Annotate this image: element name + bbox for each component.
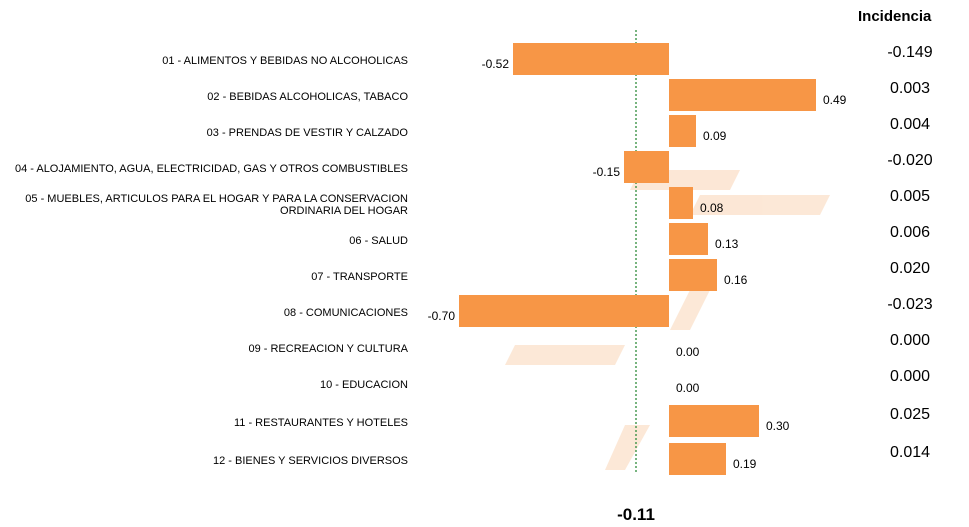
bar bbox=[669, 187, 693, 219]
incidence-value: 0.004 bbox=[889, 116, 931, 133]
bar bbox=[459, 295, 669, 327]
incidence-header: Incidencia bbox=[858, 8, 932, 25]
category-label: 05 - MUEBLES, ARTICULOS PARA EL HOGAR Y … bbox=[25, 193, 408, 217]
incidence-value: 0.005 bbox=[889, 188, 931, 205]
bar bbox=[669, 443, 726, 475]
value-label: 0.09 bbox=[703, 129, 727, 143]
category-label: 12 - BIENES Y SERVICIOS DIVERSOS bbox=[212, 455, 408, 467]
incidence-value: 0.000 bbox=[889, 368, 931, 385]
value-label: 0.49 bbox=[823, 93, 847, 107]
bar bbox=[513, 43, 669, 75]
category-label: 02 - BEBIDAS ALCOHOLICAS, TABACO bbox=[207, 91, 408, 103]
incidence-value: 0.003 bbox=[889, 80, 931, 97]
category-label: 06 - SALUD bbox=[349, 235, 408, 247]
category-label: 08 - COMUNICACIONES bbox=[283, 307, 408, 319]
category-label: 01 - ALIMENTOS Y BEBIDAS NO ALCOHOLICAS bbox=[162, 55, 408, 67]
incidence-value: -0.023 bbox=[887, 296, 933, 313]
category-label: 07 - TRANSPORTE bbox=[311, 271, 408, 283]
watermark bbox=[505, 170, 830, 470]
category-label: 09 - RECREACION Y CULTURA bbox=[248, 343, 408, 355]
bar bbox=[624, 151, 669, 183]
value-label: 0.00 bbox=[676, 381, 700, 395]
bar bbox=[669, 405, 759, 437]
incidence-value: 0.025 bbox=[889, 406, 931, 423]
category-label: 10 - EDUCACION bbox=[319, 379, 408, 391]
category-label: 11 - RESTAURANTES Y HOTELES bbox=[233, 417, 408, 429]
category-label: 04 - ALOJAMIENTO, AGUA, ELECTRICIDAD, GA… bbox=[14, 163, 408, 175]
bar bbox=[669, 115, 696, 147]
bar bbox=[669, 223, 708, 255]
bar bbox=[669, 259, 717, 291]
value-label: 0.13 bbox=[715, 237, 739, 251]
value-label: 0.00 bbox=[676, 345, 700, 359]
value-label: 0.08 bbox=[700, 201, 724, 215]
value-label: -0.15 bbox=[593, 165, 621, 179]
value-label: 0.16 bbox=[724, 273, 748, 287]
value-label: 0.30 bbox=[766, 419, 790, 433]
category-label: 03 - PRENDAS DE VESTIR Y CALZADO bbox=[206, 127, 408, 139]
incidence-value: -0.149 bbox=[887, 44, 933, 61]
incidence-value: 0.020 bbox=[889, 260, 931, 277]
value-label: -0.52 bbox=[482, 57, 510, 71]
value-label: 0.19 bbox=[733, 457, 757, 471]
reference-label: -0.11 bbox=[617, 505, 655, 524]
incidence-value: -0.020 bbox=[887, 152, 933, 169]
incidence-value: 0.000 bbox=[889, 332, 931, 349]
value-label: -0.70 bbox=[428, 309, 456, 323]
bar bbox=[669, 79, 816, 111]
incidence-value: 0.006 bbox=[889, 224, 931, 241]
incidence-value: 0.014 bbox=[889, 444, 931, 461]
